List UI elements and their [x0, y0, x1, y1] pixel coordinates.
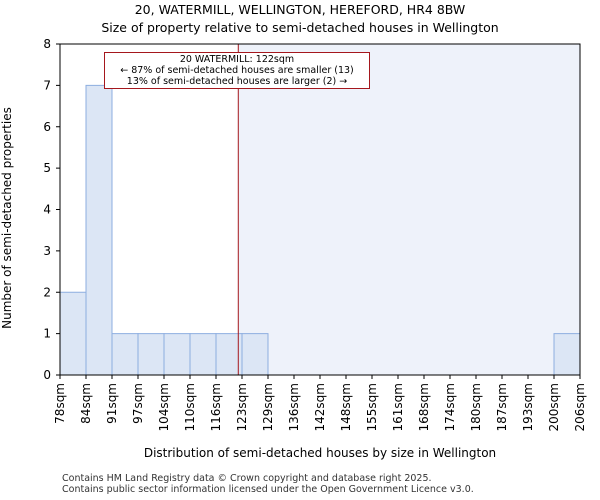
x-axis-label: Distribution of semi-detached houses by … [144, 446, 496, 460]
property-annotation-box: 20 WATERMILL: 122sqm ← 87% of semi-detac… [104, 52, 370, 89]
x-tick-label-84sqm: 84sqm [79, 383, 93, 424]
x-tick-label-161sqm: 161sqm [391, 383, 405, 431]
x-tick-label-200sqm: 200sqm [547, 383, 561, 431]
x-tick-label-129sqm: 129sqm [261, 383, 275, 431]
y-tick-label-5: 5 [43, 161, 51, 175]
x-tick-label-174sqm: 174sqm [443, 383, 457, 431]
x-tick-label-136sqm: 136sqm [287, 383, 301, 431]
y-tick-label-7: 7 [43, 78, 51, 92]
bar-200sqm [553, 333, 581, 376]
x-tick-label-155sqm: 155sqm [365, 383, 379, 431]
y-axis-label: Number of semi-detached properties [0, 107, 14, 329]
y-tick-label-2: 2 [43, 285, 51, 299]
bar-78sqm [59, 291, 87, 376]
x-tick-label-180sqm: 180sqm [469, 383, 483, 431]
footer-copyright: Contains HM Land Registry data © Crown c… [62, 473, 432, 484]
x-tick-label-193sqm: 193sqm [521, 383, 535, 431]
chart-subtitle: Size of property relative to semi-detach… [101, 20, 499, 35]
bar-110sqm [189, 333, 217, 376]
y-tick-label-1: 1 [43, 327, 51, 341]
footer-licence: Contains public sector information licen… [62, 484, 474, 495]
annotation-line-3: 13% of semi-detached houses are larger (… [126, 76, 348, 87]
annotation-line-1: 20 WATERMILL: 122sqm [179, 54, 295, 65]
x-tick-label-91sqm: 91sqm [105, 383, 119, 424]
x-tick-label-206sqm: 206sqm [573, 383, 587, 431]
x-tick-label-110sqm: 110sqm [183, 383, 197, 431]
x-tick-label-142sqm: 142sqm [313, 383, 327, 431]
annotation-line-2: ← 87% of semi-detached houses are smalle… [120, 65, 354, 76]
y-tick-label-4: 4 [43, 203, 51, 217]
x-tick-label-104sqm: 104sqm [157, 383, 171, 431]
y-tick-label-0: 0 [43, 368, 51, 382]
bar-97sqm [137, 333, 165, 376]
x-tick-label-97sqm: 97sqm [131, 383, 145, 424]
x-tick-label-148sqm: 148sqm [339, 383, 353, 431]
x-tick-label-78sqm: 78sqm [53, 383, 67, 424]
x-tick-label-168sqm: 168sqm [417, 383, 431, 431]
x-tick-label-123sqm: 123sqm [235, 383, 249, 431]
chart-title: 20, WATERMILL, WELLINGTON, HEREFORD, HR4… [134, 2, 466, 17]
bar-104sqm [163, 333, 191, 376]
bar-91sqm [111, 333, 139, 376]
x-tick-label-116sqm: 116sqm [209, 383, 223, 431]
y-tick-label-6: 6 [43, 120, 51, 134]
y-tick-label-8: 8 [43, 37, 51, 51]
y-tick-label-3: 3 [43, 244, 51, 258]
bar-123sqm [241, 333, 269, 376]
x-tick-label-187sqm: 187sqm [495, 383, 509, 431]
bar-84sqm [85, 84, 113, 376]
highlight-region [238, 44, 581, 375]
